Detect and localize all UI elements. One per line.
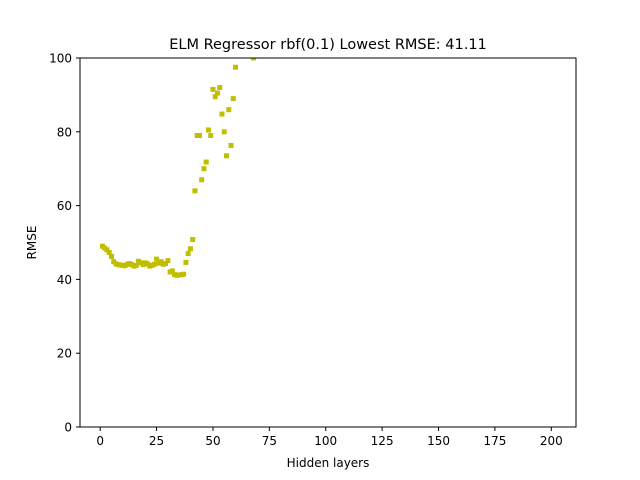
data-point [169,268,175,274]
data-point [219,111,225,117]
x-axis-ticks: 0 25 50 75 100 125 150 175 200 [96,427,563,448]
data-point [210,86,216,92]
x-tick-label: 0 [96,434,104,448]
x-tick-label: 75 [262,434,277,448]
chart-title: ELM Regressor rbf(0.1) Lowest RMSE: 41.1… [169,37,487,53]
data-point [151,261,157,267]
data-point [212,94,218,100]
plot-markers [99,58,257,278]
data-point [165,258,171,264]
y-axis-ticks: 0 20 40 60 80 100 [49,52,80,435]
data-point [217,85,223,91]
x-axis-label: Hidden layers [287,456,370,470]
data-point [223,153,229,159]
data-point [185,251,191,257]
data-point [230,96,236,102]
data-point [183,259,189,265]
data-point [158,259,164,265]
x-tick-label: 125 [371,434,394,448]
data-point [208,132,214,138]
x-tick-label: 200 [540,434,563,448]
x-tick-label: 25 [149,434,164,448]
data-point [154,256,160,262]
y-tick-label: 20 [57,347,72,361]
y-tick-label: 60 [57,199,72,213]
data-point [214,90,220,96]
data-point [251,58,257,61]
y-axis-label: RMSE [25,226,39,260]
y-tick-label: 40 [57,273,72,287]
data-point [104,247,110,253]
x-tick-label: 175 [483,434,506,448]
data-point [163,261,169,267]
x-tick-label: 100 [314,434,337,448]
data-point [201,166,207,172]
plot-frame [79,57,577,428]
data-point [192,188,198,194]
x-tick-label: 50 [205,434,220,448]
data-point [226,107,232,113]
data-point [106,249,112,255]
x-tick-label: 150 [427,434,450,448]
data-point [187,246,193,252]
y-tick-label: 80 [57,125,72,139]
data-point [221,129,227,135]
data-point [233,64,239,70]
data-point [108,254,114,260]
data-point [205,127,211,133]
data-point [181,271,187,277]
data-point [199,177,205,183]
data-point [203,159,209,165]
data-point [133,262,139,268]
y-tick-label: 0 [64,421,72,435]
data-point [190,237,196,243]
data-point [196,132,202,138]
y-tick-label: 100 [49,52,72,66]
data-point [228,142,234,148]
